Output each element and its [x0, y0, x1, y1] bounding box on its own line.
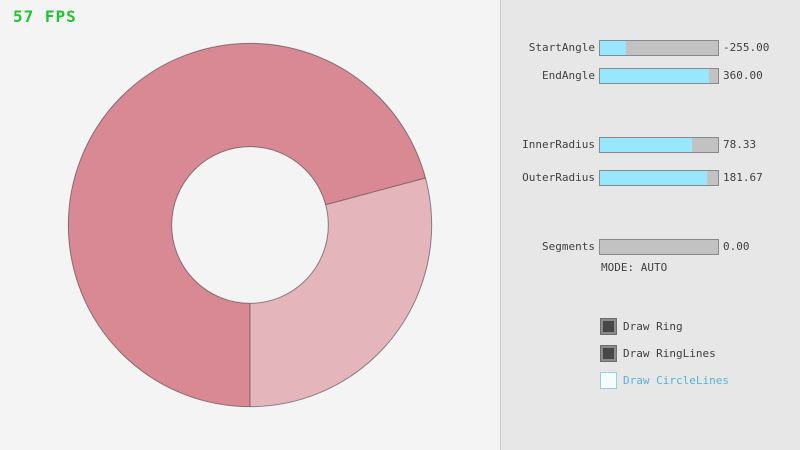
innerradius-value: 78.33 — [723, 138, 757, 151]
ring-sector-double — [68, 43, 426, 407]
startangle-slider[interactable] — [599, 40, 719, 56]
control-panel: StartAngle -255.00 EndAngle 360.00 Inner… — [500, 0, 800, 450]
innerradius-slider[interactable] — [599, 137, 719, 153]
endangle-label: EndAngle — [542, 69, 595, 82]
draw-circlelines-checkbox-label: Draw CircleLines — [623, 374, 729, 387]
draw-ringlines-checkbox[interactable] — [600, 345, 617, 362]
endangle-slider-fill — [600, 69, 709, 83]
ring-sector-single — [250, 177, 432, 407]
innerradius-label: InnerRadius — [522, 138, 595, 151]
ring-inner-outline — [171, 146, 329, 304]
startangle-slider-fill — [600, 41, 626, 55]
endangle-row: EndAngle 360.00 — [501, 68, 800, 84]
outerradius-slider[interactable] — [599, 170, 719, 186]
innerradius-row: InnerRadius 78.33 — [501, 137, 800, 153]
startangle-label: StartAngle — [528, 41, 595, 54]
draw-ringlines-checkbox-row: Draw RingLines — [501, 345, 800, 362]
draw-ringlines-checkbox-label: Draw RingLines — [623, 347, 716, 360]
ring-drawing — [67, 42, 433, 408]
outerradius-row: OuterRadius 181.67 — [501, 170, 800, 186]
startangle-row: StartAngle -255.00 — [501, 40, 800, 56]
segments-label: Segments — [542, 240, 595, 253]
startangle-value: -255.00 — [723, 41, 770, 54]
outerradius-label: OuterRadius — [522, 171, 595, 184]
ring-radial-line-right — [325, 177, 426, 206]
draw-circlelines-checkbox[interactable] — [600, 372, 617, 389]
ring-canvas: 57 FPS — [13, 7, 433, 408]
checkbox-check-mark — [603, 348, 614, 359]
outerradius-value: 181.67 — [723, 171, 763, 184]
endangle-value: 360.00 — [723, 69, 763, 82]
draw-ring-checkbox-row: Draw Ring — [501, 318, 800, 335]
segments-slider[interactable] — [599, 239, 719, 255]
segments-mode-label: MODE: AUTO — [601, 261, 668, 274]
fps-counter: 57 FPS — [13, 7, 77, 26]
checkbox-check-mark — [603, 321, 614, 332]
checkbox-check-mark — [603, 375, 614, 386]
draw-ring-checkbox-label: Draw Ring — [623, 320, 683, 333]
draw-circlelines-checkbox-row: Draw CircleLines — [501, 372, 800, 389]
segments-value: 0.00 — [723, 240, 750, 253]
segments-row: Segments 0.00 — [501, 239, 800, 255]
endangle-slider[interactable] — [599, 68, 719, 84]
innerradius-slider-fill — [600, 138, 693, 152]
outerradius-slider-fill — [600, 171, 708, 185]
draw-ring-checkbox[interactable] — [600, 318, 617, 335]
